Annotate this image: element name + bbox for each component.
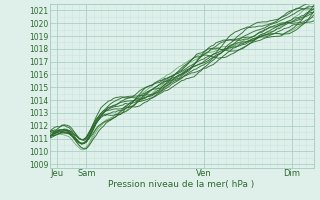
X-axis label: Pression niveau de la mer( hPa ): Pression niveau de la mer( hPa ) bbox=[108, 180, 255, 189]
